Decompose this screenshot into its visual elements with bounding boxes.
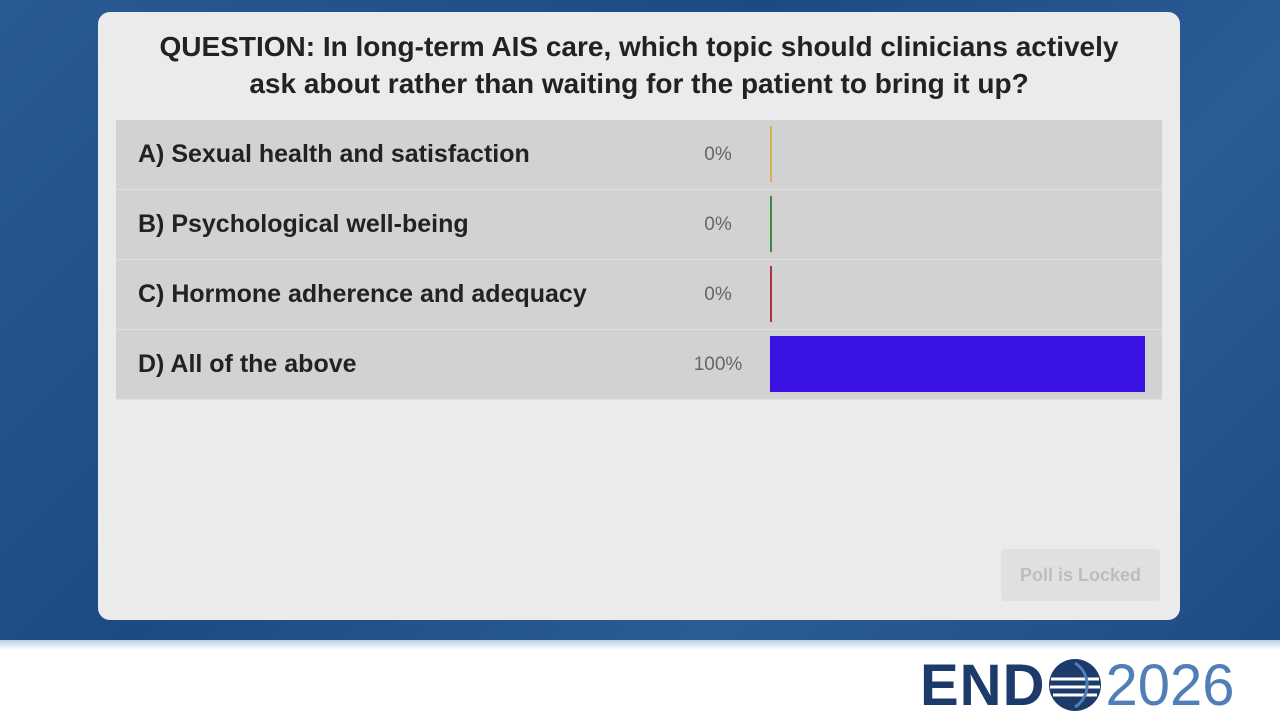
bar-baseline — [770, 126, 772, 182]
option-percent: 0% — [704, 284, 732, 305]
logo-brand: END — [920, 652, 1046, 718]
option-row: C) Hormone adherence and adequacy 0% — [116, 260, 1162, 330]
option-percent: 100% — [693, 354, 743, 375]
option-percent: 0% — [704, 214, 732, 235]
poll-locked-button[interactable]: Poll is Locked — [1001, 549, 1160, 601]
footer-stripe — [0, 640, 1280, 650]
bar-baseline — [770, 196, 772, 252]
logo: END 2026 — [920, 652, 1235, 718]
option-label: B) Psychological well-being — [138, 210, 469, 238]
result-bar — [770, 336, 1145, 392]
options: A) Sexual health and satisfaction 0% B) Ps… — [116, 120, 1162, 400]
option-label: D) All of the above — [138, 350, 357, 378]
logo-globe — [1049, 659, 1102, 711]
logo-year: 2026 — [1105, 652, 1235, 718]
poll-panel: QUESTION: In long-term AIS care, which t… — [98, 12, 1180, 620]
option-label: C) Hormone adherence and adequacy — [138, 280, 587, 308]
option-row: A) Sexual health and satisfaction 0% — [116, 120, 1162, 190]
option-percent: 0% — [704, 144, 732, 165]
bar-baseline — [770, 266, 772, 322]
option-row: D) All of the above 100% — [116, 330, 1162, 400]
option-row: B) Psychological well-being 0% — [116, 190, 1162, 260]
question: QUESTION: In long-term AIS care, which t… — [159, 31, 1119, 99]
option-label: A) Sexual health and satisfaction — [138, 140, 530, 168]
